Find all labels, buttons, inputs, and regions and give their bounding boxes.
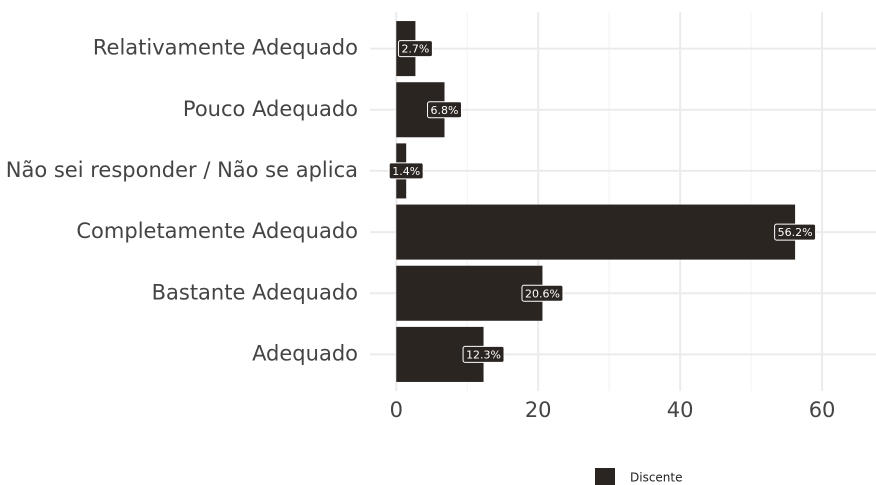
value-label-box [774,223,817,241]
y-tick-label: Bastante Adequado [152,280,358,304]
value-label: 12.3% [466,348,501,361]
x-tick-label: 0 [390,398,403,422]
value-label-box [462,345,505,363]
x-tick-label: 20 [525,398,552,422]
x-tick-label: 40 [667,398,694,422]
value-label: 6.8% [431,104,459,117]
y-tick-label: Pouco Adequado [183,97,358,121]
bar [396,204,796,260]
value-label: 2.7% [401,43,429,56]
x-tick-label: 60 [809,398,836,422]
legend-swatch [595,468,615,485]
value-label-box [388,162,424,180]
value-label-box [397,40,433,58]
value-label-box [521,284,564,302]
legend-label: Discente [630,471,683,485]
value-label: 20.6% [525,287,560,300]
value-label-box [427,101,462,119]
bar [396,265,543,321]
y-tick-label: Não sei responder / Não se aplica [6,158,358,182]
y-tick-label: Relativamente Adequado [93,36,358,60]
value-label: 56.2% [778,226,813,239]
y-tick-label: Adequado [252,341,358,365]
y-tick-label: Completamente Adequado [76,219,358,243]
value-label: 1.4% [392,165,420,178]
